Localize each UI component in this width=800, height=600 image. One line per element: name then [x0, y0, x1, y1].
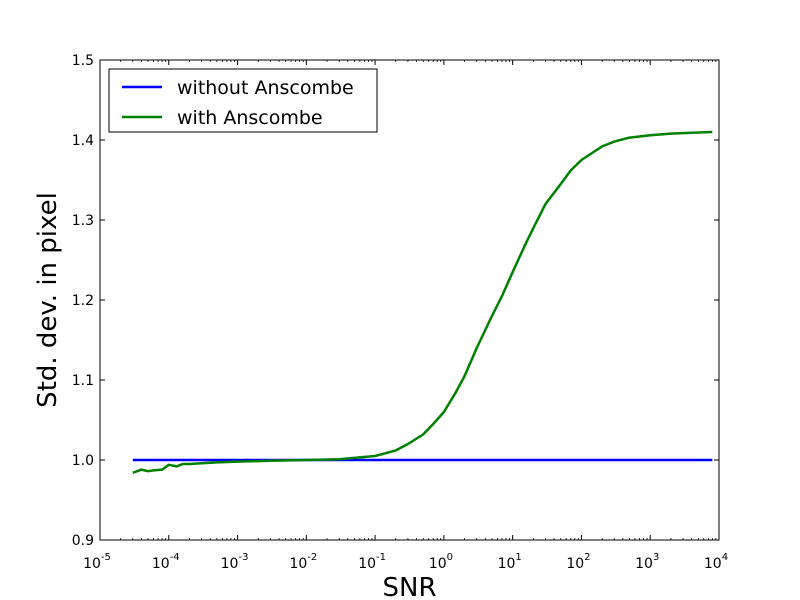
x-axis-label: SNR — [382, 573, 436, 600]
x-tick-label: 10-2 — [289, 552, 317, 572]
y-tick-label: 1.4 — [72, 133, 94, 149]
legend-label-with-anscombe: with Anscombe — [177, 107, 323, 129]
x-tick-label: 10-1 — [358, 552, 386, 572]
y-tick-label: 1.1 — [72, 373, 94, 389]
y-axis-ticks: 0.9 1.0 1.1 1.2 1.3 1.4 1.5 — [72, 53, 719, 549]
series-layer — [132, 130, 713, 474]
y-axis-label: Std. dev. in pixel — [33, 192, 63, 408]
x-tick-label: 10-5 — [83, 552, 111, 572]
legend: without Anscombe with Anscombe — [108, 68, 378, 133]
y-tick-label: 1.5 — [72, 53, 94, 69]
x-tick-label: 102 — [566, 552, 590, 572]
x-axis-ticks: 10-5 10-4 10-3 10-2 10-1 100 101 102 103 104 — [83, 60, 728, 572]
x-tick-label: 10-3 — [221, 552, 249, 572]
x-tick-label: 101 — [498, 552, 522, 572]
series-line-with-anscombe — [132, 130, 713, 474]
x-tick-label: 100 — [429, 552, 453, 572]
y-tick-label: 1.2 — [72, 293, 94, 309]
x-tick-label: 10-4 — [152, 552, 180, 572]
x-tick-label: 103 — [635, 552, 659, 572]
y-tick-label: 1.0 — [72, 453, 94, 469]
y-tick-label: 0.9 — [72, 533, 94, 549]
legend-box — [108, 68, 378, 133]
y-tick-label: 1.3 — [72, 213, 94, 229]
legend-label-without-anscombe: without Anscombe — [177, 77, 354, 99]
x-tick-label: 104 — [704, 552, 728, 572]
